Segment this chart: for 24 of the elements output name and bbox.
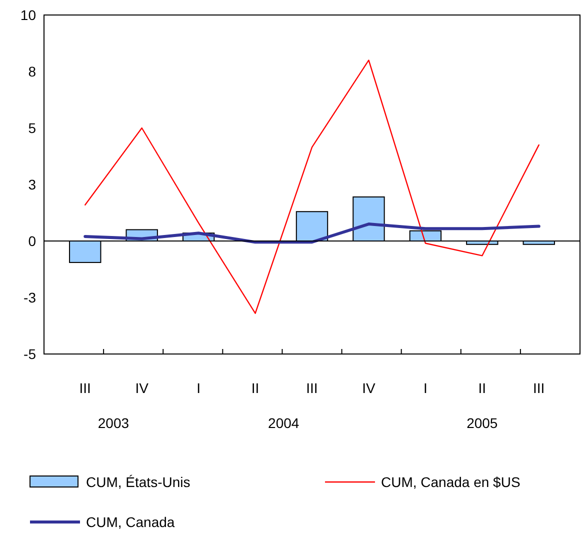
x-tick-label: II <box>478 380 486 396</box>
text: 2004 <box>268 415 300 431</box>
y-tick-label: 0 <box>28 232 36 249</box>
y-tick-label: 8 <box>28 63 36 80</box>
x-tick-label: IV <box>135 380 150 396</box>
legend-label: CUM, États-Unis <box>86 474 190 490</box>
x-tick-label: I <box>196 380 201 396</box>
x-tick-label: III <box>533 380 545 396</box>
line-series <box>84 222 540 244</box>
x-tick-label: III <box>306 380 318 396</box>
legend-label: CUM, Canada <box>86 514 175 530</box>
y-tick-label: -3 <box>24 289 36 306</box>
y-tick-label: 5 <box>28 120 36 136</box>
text: 2003 <box>98 415 130 431</box>
x-tick-label: III <box>79 380 91 396</box>
legend-label: CUM, Canada en $US <box>381 474 520 490</box>
y-tick-label: -5 <box>24 346 36 362</box>
y-tick-label: 3 <box>28 176 36 192</box>
y-tick-label: 10 <box>20 6 36 23</box>
text: 2005 <box>466 415 498 431</box>
line-series <box>84 60 540 314</box>
x-tick-label: II <box>251 380 260 396</box>
x-tick-label: I <box>423 380 428 396</box>
x-tick-label: IV <box>362 380 376 396</box>
